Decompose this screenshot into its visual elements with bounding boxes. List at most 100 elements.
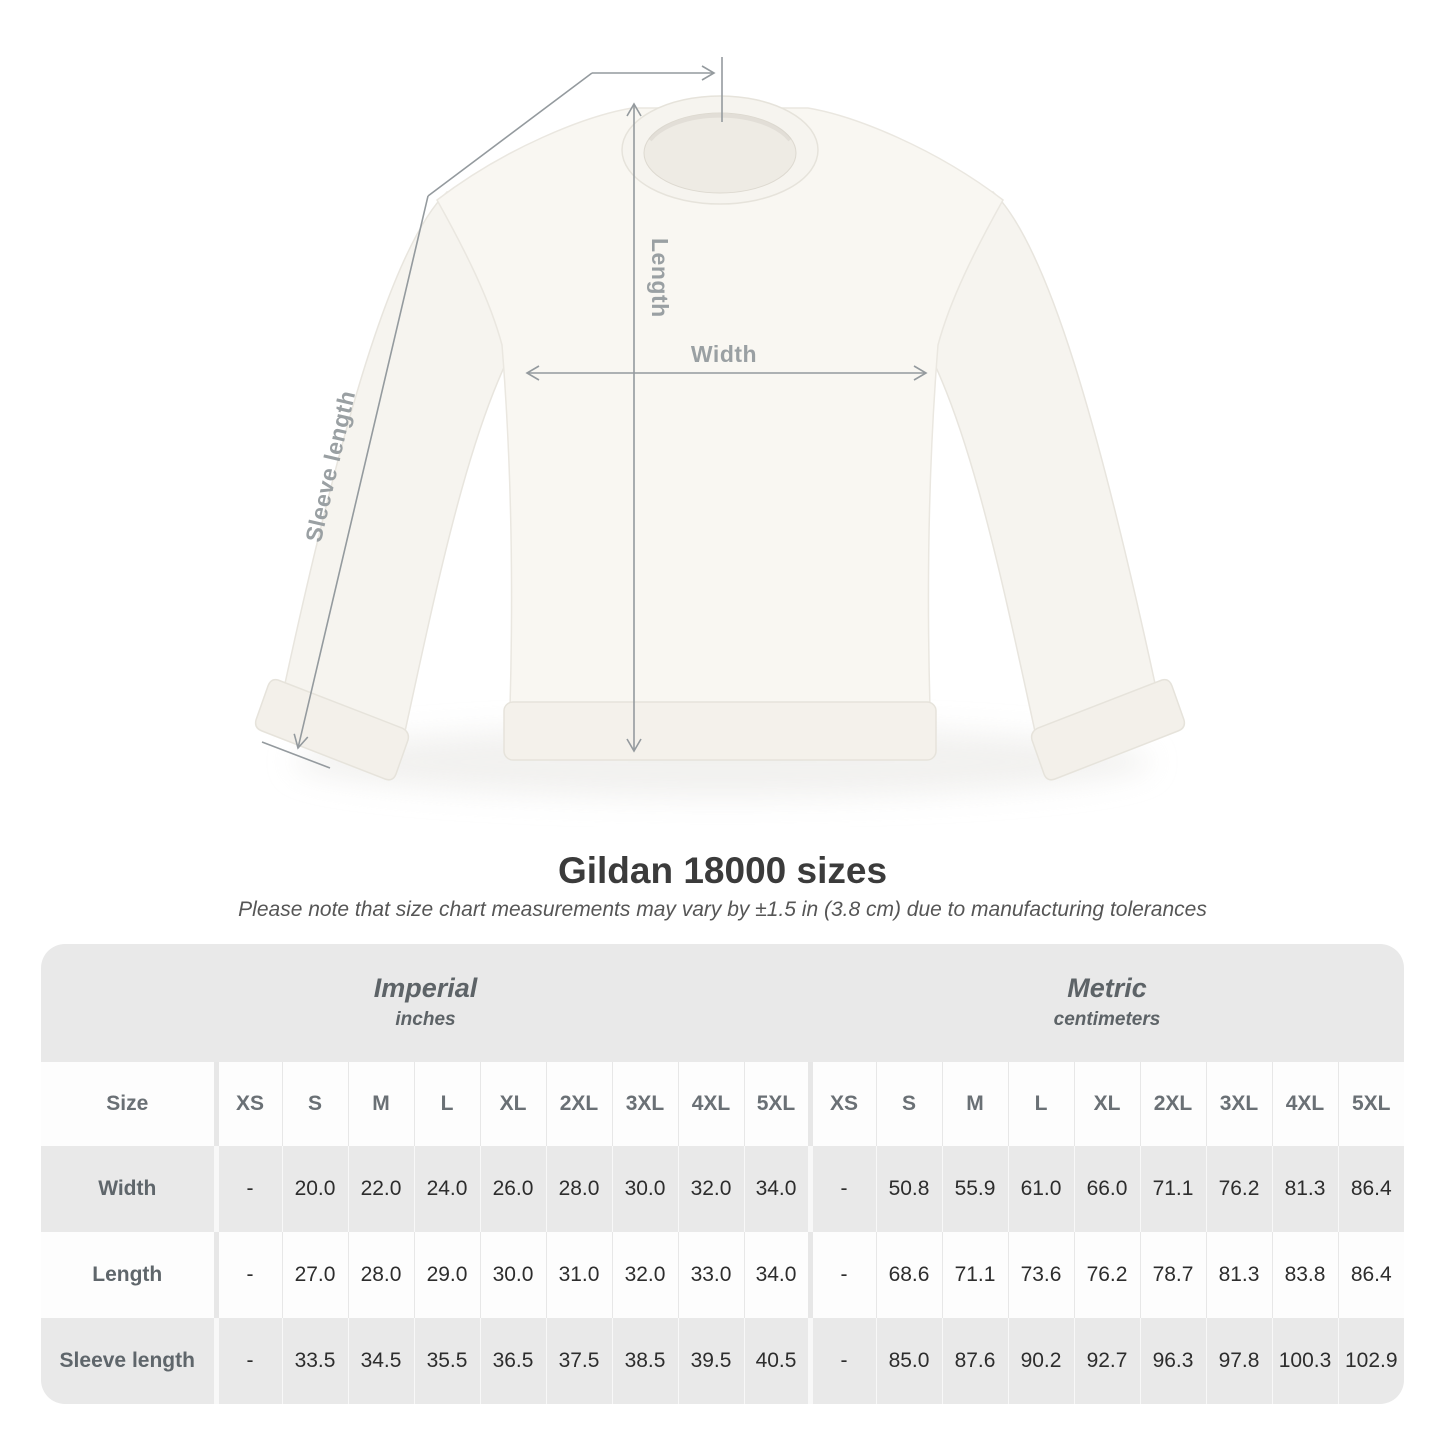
cell-imperial-sleeve-length-m: 34.5 — [347, 1318, 414, 1404]
cell-imperial-sleeve-length-4xl: 39.5 — [677, 1318, 744, 1404]
size-header-imperial-3xl: 3XL — [611, 1062, 678, 1146]
cell-metric-length-2xl: 78.7 — [1139, 1232, 1206, 1318]
width-label: Width — [691, 341, 757, 367]
cell-imperial-width-s: 20.0 — [281, 1146, 348, 1232]
cell-imperial-width-m: 22.0 — [347, 1146, 414, 1232]
cell-metric-sleeve-length-5xl: 102.9 — [1337, 1318, 1404, 1404]
cell-imperial-length-m: 28.0 — [347, 1232, 414, 1318]
size-header-metric-m: M — [941, 1062, 1008, 1146]
cell-metric-length-s: 68.6 — [875, 1232, 942, 1318]
cell-metric-sleeve-length-xs: - — [807, 1318, 876, 1404]
size-table-grid: Imperial inches Metric centimeters Size … — [41, 944, 1404, 1404]
cell-metric-sleeve-length-3xl: 97.8 — [1205, 1318, 1272, 1404]
cell-imperial-sleeve-length-l: 35.5 — [413, 1318, 480, 1404]
cell-metric-length-xl: 76.2 — [1073, 1232, 1140, 1318]
cell-metric-width-2xl: 71.1 — [1139, 1146, 1206, 1232]
size-header-metric-2xl: 2XL — [1139, 1062, 1206, 1146]
cell-metric-sleeve-length-2xl: 96.3 — [1139, 1318, 1206, 1404]
size-header-imperial-xs: XS — [213, 1062, 282, 1146]
cell-imperial-length-xs: - — [213, 1232, 282, 1318]
measurement-lines — [261, 57, 928, 769]
cell-metric-length-l: 73.6 — [1007, 1232, 1074, 1318]
size-header-imperial-5xl: 5XL — [743, 1062, 810, 1146]
imperial-unit: inches — [395, 1009, 456, 1030]
width-arrow-right — [913, 365, 928, 381]
cell-imperial-width-l: 24.0 — [413, 1146, 480, 1232]
size-header-metric-3xl: 3XL — [1205, 1062, 1272, 1146]
imperial-band: Imperial inches — [41, 944, 810, 1062]
width-arrow-left — [525, 365, 540, 381]
sleeve-arrow-end — [293, 733, 309, 750]
cell-metric-width-3xl: 76.2 — [1205, 1146, 1272, 1232]
table-row-length: Length -27.0 28.0 29.0 30.0 31.0 32.0 33.0 34.0-… — [41, 1232, 1404, 1318]
sweatshirt-collar-inner — [643, 112, 797, 194]
length-label: Length — [647, 238, 673, 318]
cell-metric-width-l: 61.0 — [1007, 1146, 1074, 1232]
cell-metric-length-xs: - — [807, 1232, 876, 1318]
size-header-imperial-m: M — [347, 1062, 414, 1146]
size-header-metric-xs: XS — [807, 1062, 876, 1146]
cell-imperial-sleeve-length-2xl: 37.5 — [545, 1318, 612, 1404]
cell-imperial-length-l: 29.0 — [413, 1232, 480, 1318]
cell-imperial-width-5xl: 34.0 — [743, 1146, 810, 1232]
cell-imperial-sleeve-length-xs: - — [213, 1318, 282, 1404]
size-header-metric-s: S — [875, 1062, 942, 1146]
cell-imperial-sleeve-length-xl: 36.5 — [479, 1318, 546, 1404]
cell-imperial-width-xs: - — [213, 1146, 282, 1232]
metric-band: Metric centimeters — [810, 944, 1404, 1062]
cell-metric-width-xl: 66.0 — [1073, 1146, 1140, 1232]
cell-metric-width-5xl: 86.4 — [1337, 1146, 1404, 1232]
cell-metric-sleeve-length-4xl: 100.3 — [1271, 1318, 1338, 1404]
cell-metric-length-4xl: 83.8 — [1271, 1232, 1338, 1318]
size-header-imperial-2xl: 2XL — [545, 1062, 612, 1146]
sleeve-length-line — [297, 195, 429, 749]
cell-imperial-width-xl: 26.0 — [479, 1146, 546, 1232]
cell-metric-sleeve-length-s: 85.0 — [875, 1318, 942, 1404]
cell-metric-width-xs: - — [807, 1146, 876, 1232]
length-arrow-down — [626, 738, 642, 753]
sweatshirt-waistband — [503, 701, 937, 761]
cell-imperial-length-xl: 30.0 — [479, 1232, 546, 1318]
cell-imperial-width-3xl: 30.0 — [611, 1146, 678, 1232]
size-header-imperial-4xl: 4XL — [677, 1062, 744, 1146]
cell-metric-width-4xl: 81.3 — [1271, 1146, 1338, 1232]
cell-imperial-length-4xl: 33.0 — [677, 1232, 744, 1318]
cell-imperial-length-s: 27.0 — [281, 1232, 348, 1318]
sweatshirt-collar-shadow — [648, 113, 792, 142]
cell-metric-length-3xl: 81.3 — [1205, 1232, 1272, 1318]
sweatshirt-image: Length Width Sleeve length — [254, 57, 1186, 798]
page-title: Gildan 18000 sizes — [557, 850, 888, 891]
metric-heading: Metric — [1067, 973, 1147, 1003]
cell-metric-width-m: 55.9 — [941, 1146, 1008, 1232]
sweatshirt-right-cuff — [1030, 678, 1186, 781]
size-header-imperial-s: S — [281, 1062, 348, 1146]
cell-imperial-sleeve-length-3xl: 38.5 — [611, 1318, 678, 1404]
cell-metric-sleeve-length-xl: 92.7 — [1073, 1318, 1140, 1404]
cell-metric-width-s: 50.8 — [875, 1146, 942, 1232]
sweatshirt-measurement-diagram: Length Width Sleeve length — [254, 57, 1186, 798]
sweatshirt-left-cuff — [254, 678, 410, 781]
sleeve-diagonal-upper — [427, 72, 593, 197]
row-label: Width — [41, 1146, 216, 1232]
tolerance-note: Please note that size chart measurements… — [238, 898, 1207, 921]
cell-imperial-sleeve-length-s: 33.5 — [281, 1318, 348, 1404]
cell-imperial-width-2xl: 28.0 — [545, 1146, 612, 1232]
row-label: Length — [41, 1232, 216, 1318]
metric-unit: centimeters — [1053, 1009, 1161, 1030]
cell-metric-sleeve-length-l: 90.2 — [1007, 1318, 1074, 1404]
sleeve-arrow-right — [701, 65, 716, 81]
cell-imperial-length-5xl: 34.0 — [743, 1232, 810, 1318]
size-header-metric-l: L — [1007, 1062, 1074, 1146]
size-column-header: Size — [41, 1062, 216, 1146]
length-arrow-up — [626, 102, 642, 117]
sweatshirt-body — [436, 107, 1004, 709]
cell-imperial-length-3xl: 32.0 — [611, 1232, 678, 1318]
cell-metric-length-m: 71.1 — [941, 1232, 1008, 1318]
size-header-row: Size XS S M L XL 2XL 3XL 4XL 5XL XS S M L XL 2XL 3XL 4XL… — [41, 1062, 1404, 1146]
cell-imperial-length-2xl: 31.0 — [545, 1232, 612, 1318]
size-header-metric-5xl: 5XL — [1337, 1062, 1404, 1146]
sleeve-end-tick — [261, 741, 331, 769]
cell-metric-sleeve-length-m: 87.6 — [941, 1318, 1008, 1404]
size-header-imperial-xl: XL — [479, 1062, 546, 1146]
unit-band-row: Imperial inches Metric centimeters — [41, 944, 1404, 1062]
